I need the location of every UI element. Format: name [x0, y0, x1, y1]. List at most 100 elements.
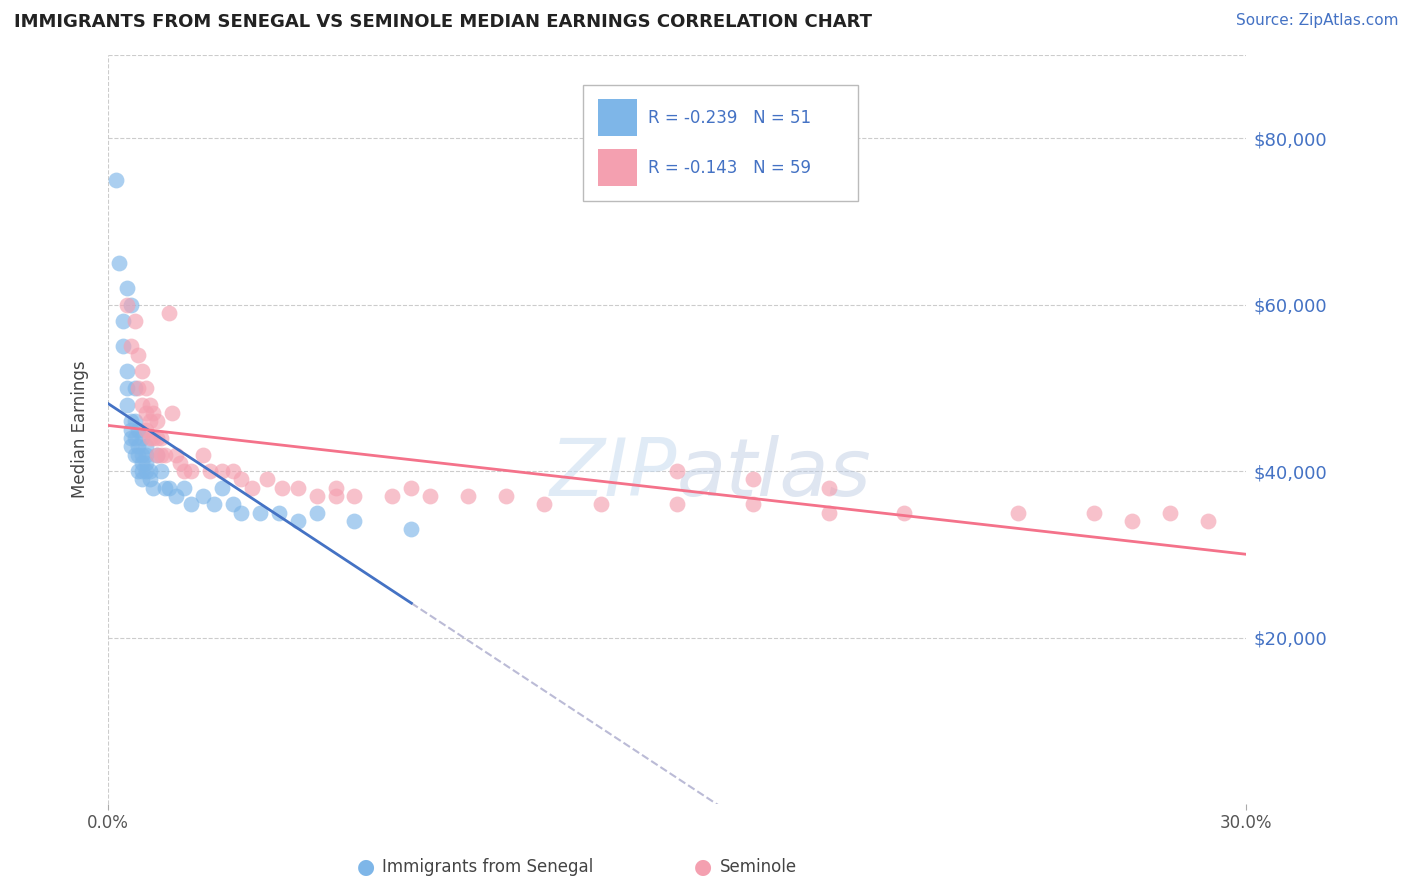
Point [817, 506, 839, 520]
Point [124, 414, 146, 428]
Point [533, 498, 555, 512]
Point [112, 339, 135, 353]
Point [138, 398, 160, 412]
Point [665, 498, 688, 512]
Point [138, 464, 160, 478]
Point [127, 381, 149, 395]
Point [124, 448, 146, 462]
Text: ●: ● [695, 857, 711, 877]
Point [305, 489, 328, 503]
Point [127, 464, 149, 478]
Point [180, 498, 202, 512]
Point [112, 314, 135, 328]
Point [146, 448, 169, 462]
Point [135, 448, 157, 462]
Point [104, 173, 127, 187]
Point [135, 423, 157, 437]
Point [131, 364, 153, 378]
Point [150, 464, 173, 478]
Point [191, 448, 214, 462]
Point [1083, 506, 1105, 520]
Point [120, 431, 142, 445]
Point [589, 498, 612, 512]
Point [419, 489, 441, 503]
Point [142, 406, 165, 420]
Point [343, 514, 366, 528]
Point [146, 414, 169, 428]
Point [127, 439, 149, 453]
Point [120, 298, 142, 312]
Text: R = -0.239   N = 51: R = -0.239 N = 51 [648, 109, 811, 127]
Point [1121, 514, 1143, 528]
Text: IMMIGRANTS FROM SENEGAL VS SEMINOLE MEDIAN EARNINGS CORRELATION CHART: IMMIGRANTS FROM SENEGAL VS SEMINOLE MEDI… [14, 13, 872, 31]
Point [124, 431, 146, 445]
Point [211, 481, 233, 495]
Point [124, 381, 146, 395]
Point [165, 489, 187, 503]
Point [108, 256, 131, 270]
Point [135, 381, 157, 395]
Point [1197, 514, 1219, 528]
Point [127, 348, 149, 362]
Point [665, 464, 688, 478]
Point [229, 506, 252, 520]
Point [401, 523, 423, 537]
Point [180, 464, 202, 478]
Point [131, 456, 153, 470]
Text: Immigrants from Senegal: Immigrants from Senegal [382, 858, 593, 876]
Point [893, 506, 915, 520]
Point [817, 481, 839, 495]
Point [115, 398, 138, 412]
Text: Seminole: Seminole [720, 858, 797, 876]
Point [131, 431, 153, 445]
Point [115, 381, 138, 395]
Point [173, 464, 195, 478]
Point [191, 489, 214, 503]
Point [135, 439, 157, 453]
Point [325, 489, 347, 503]
Point [120, 414, 142, 428]
Point [249, 506, 271, 520]
Point [127, 448, 149, 462]
Point [135, 464, 157, 478]
Point [229, 473, 252, 487]
Point [457, 489, 479, 503]
Point [173, 481, 195, 495]
Point [124, 314, 146, 328]
Point [135, 456, 157, 470]
Point [131, 473, 153, 487]
Text: R = -0.143   N = 59: R = -0.143 N = 59 [648, 159, 811, 177]
Point [256, 473, 278, 487]
Point [202, 498, 225, 512]
Point [741, 498, 763, 512]
Point [495, 489, 517, 503]
Point [157, 306, 180, 320]
Point [131, 464, 153, 478]
Point [287, 514, 309, 528]
Point [120, 339, 142, 353]
Point [222, 498, 245, 512]
Point [741, 473, 763, 487]
Y-axis label: Median Earnings: Median Earnings [72, 360, 89, 499]
Point [165, 448, 187, 462]
Point [138, 431, 160, 445]
Point [150, 431, 173, 445]
Point [115, 298, 138, 312]
Point [325, 481, 347, 495]
Point [240, 481, 263, 495]
Point [271, 481, 294, 495]
Point [131, 448, 153, 462]
Text: ZIP: ZIP [550, 435, 676, 514]
Point [153, 448, 176, 462]
Point [135, 406, 157, 420]
Point [138, 414, 160, 428]
Text: atlas: atlas [676, 435, 872, 514]
Point [1159, 506, 1181, 520]
Point [267, 506, 290, 520]
Point [157, 481, 180, 495]
Point [150, 448, 173, 462]
Point [146, 448, 169, 462]
Point [1007, 506, 1029, 520]
Point [127, 423, 149, 437]
Text: Source: ZipAtlas.com: Source: ZipAtlas.com [1236, 13, 1399, 29]
